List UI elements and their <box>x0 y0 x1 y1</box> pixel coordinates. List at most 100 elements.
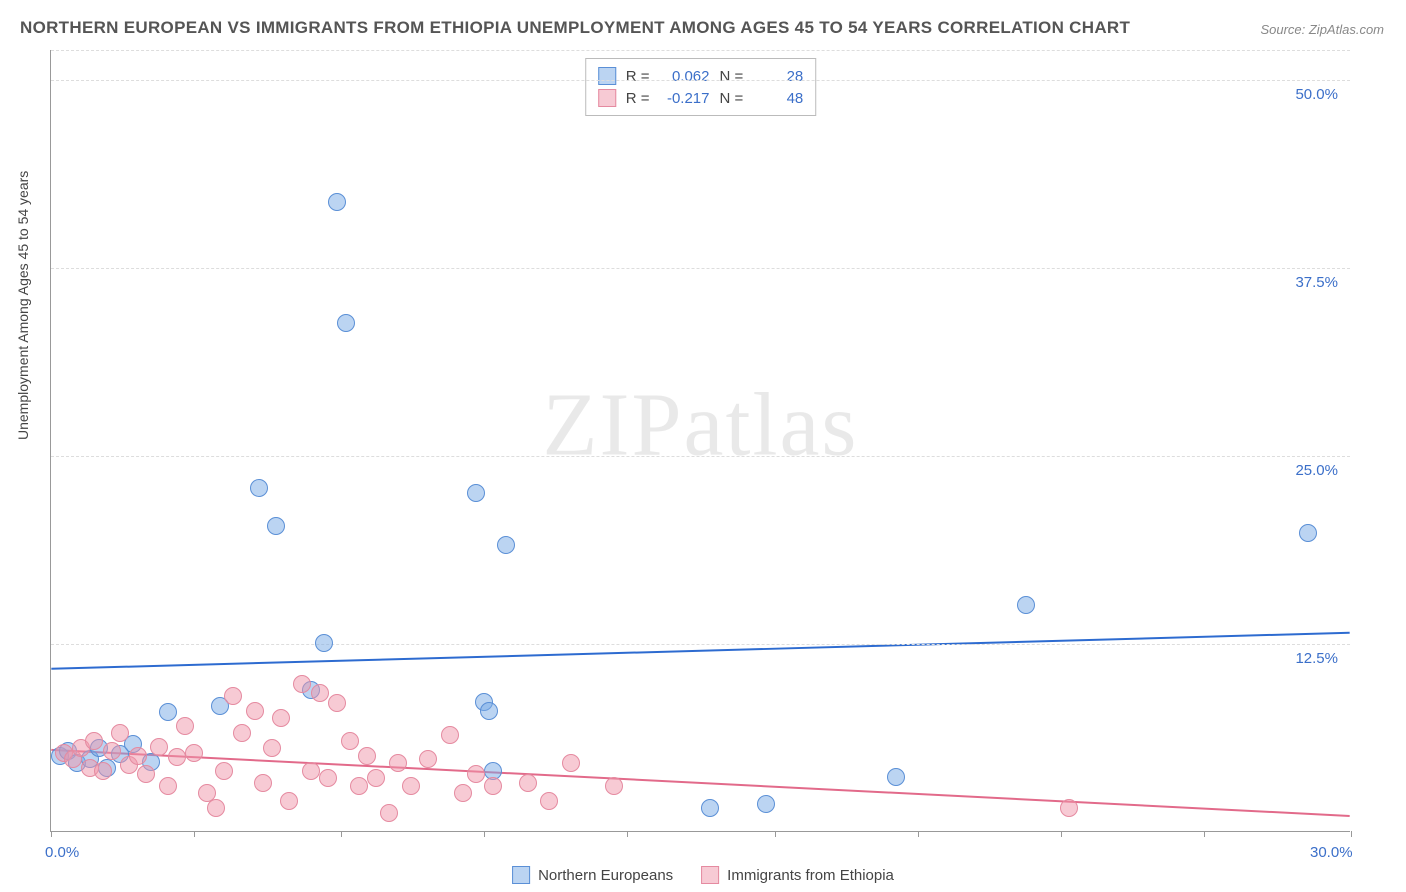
x-tick <box>484 831 485 837</box>
marker-series2 <box>328 694 346 712</box>
legend-label-series1: Northern Europeans <box>538 867 673 884</box>
marker-series1 <box>497 536 515 554</box>
footer-legend: Northern Europeans Immigrants from Ethio… <box>512 866 894 884</box>
gridline <box>51 268 1350 269</box>
marker-series2 <box>246 702 264 720</box>
y-tick-label: 12.5% <box>1295 650 1338 667</box>
marker-series1 <box>1299 524 1317 542</box>
legend-item-series1: Northern Europeans <box>512 866 673 884</box>
r-label: R = <box>626 68 650 85</box>
x-tick <box>775 831 776 837</box>
marker-series1 <box>267 517 285 535</box>
stats-box: R = 0.062 N = 28 R = -0.217 N = 48 <box>585 58 817 116</box>
marker-series2 <box>311 684 329 702</box>
gridline <box>51 644 1350 645</box>
marker-series2 <box>254 774 272 792</box>
marker-series2 <box>111 724 129 742</box>
legend-item-series2: Immigrants from Ethiopia <box>701 866 894 884</box>
marker-series2 <box>224 687 242 705</box>
x-tick <box>341 831 342 837</box>
marker-series1 <box>1017 596 1035 614</box>
marker-series2 <box>94 762 112 780</box>
marker-series2 <box>358 747 376 765</box>
marker-series2 <box>519 774 537 792</box>
marker-series1 <box>467 484 485 502</box>
trend-line <box>51 633 1349 669</box>
marker-series2 <box>540 792 558 810</box>
marker-series2 <box>150 738 168 756</box>
x-tick <box>1351 831 1352 837</box>
marker-series2 <box>380 804 398 822</box>
marker-series2 <box>402 777 420 795</box>
n-value-series1: 28 <box>753 68 803 85</box>
marker-series2 <box>85 732 103 750</box>
marker-series1 <box>315 634 333 652</box>
x-tick <box>918 831 919 837</box>
y-tick-label: 50.0% <box>1295 86 1338 103</box>
y-tick-label: 25.0% <box>1295 462 1338 479</box>
x-tick <box>1061 831 1062 837</box>
marker-series2 <box>159 777 177 795</box>
marker-series2 <box>168 748 186 766</box>
marker-series2 <box>129 747 147 765</box>
marker-series2 <box>467 765 485 783</box>
plot-area: ZIPatlas R = 0.062 N = 28 R = -0.217 N =… <box>50 50 1350 832</box>
x-tick <box>194 831 195 837</box>
marker-series2 <box>1060 799 1078 817</box>
marker-series1 <box>250 479 268 497</box>
legend-swatch-series1 <box>512 866 530 884</box>
marker-series2 <box>103 742 121 760</box>
marker-series2 <box>137 765 155 783</box>
legend-swatch-series2 <box>701 866 719 884</box>
y-axis-title: Unemployment Among Ages 45 to 54 years <box>15 171 31 440</box>
swatch-series1 <box>598 67 616 85</box>
chart-title: NORTHERN EUROPEAN VS IMMIGRANTS FROM ETH… <box>20 18 1130 38</box>
marker-series2 <box>280 792 298 810</box>
marker-series1 <box>328 193 346 211</box>
x-axis-start-label: 0.0% <box>45 844 79 861</box>
x-tick <box>1204 831 1205 837</box>
marker-series2 <box>441 726 459 744</box>
marker-series1 <box>757 795 775 813</box>
marker-series2 <box>263 739 281 757</box>
stats-row-series2: R = -0.217 N = 48 <box>598 87 804 109</box>
marker-series2 <box>272 709 290 727</box>
marker-series2 <box>215 762 233 780</box>
marker-series2 <box>389 754 407 772</box>
marker-series2 <box>367 769 385 787</box>
marker-series2 <box>233 724 251 742</box>
r-value-series2: -0.217 <box>660 90 710 107</box>
marker-series1 <box>159 703 177 721</box>
stats-row-series1: R = 0.062 N = 28 <box>598 65 804 87</box>
legend-label-series2: Immigrants from Ethiopia <box>727 867 894 884</box>
marker-series2 <box>185 744 203 762</box>
marker-series1 <box>480 702 498 720</box>
marker-series1 <box>337 314 355 332</box>
r-label: R = <box>626 90 650 107</box>
marker-series2 <box>350 777 368 795</box>
marker-series2 <box>302 762 320 780</box>
marker-series2 <box>341 732 359 750</box>
x-axis-end-label: 30.0% <box>1310 844 1353 861</box>
marker-series2 <box>419 750 437 768</box>
n-label: N = <box>720 68 744 85</box>
n-value-series2: 48 <box>753 90 803 107</box>
marker-series2 <box>454 784 472 802</box>
marker-series1 <box>887 768 905 786</box>
marker-series1 <box>701 799 719 817</box>
y-tick-label: 37.5% <box>1295 274 1338 291</box>
marker-series2 <box>484 777 502 795</box>
source-attribution: Source: ZipAtlas.com <box>1260 22 1384 37</box>
x-tick <box>627 831 628 837</box>
n-label: N = <box>720 90 744 107</box>
marker-series2 <box>176 717 194 735</box>
gridline <box>51 456 1350 457</box>
marker-series2 <box>319 769 337 787</box>
x-tick <box>51 831 52 837</box>
marker-series2 <box>562 754 580 772</box>
marker-series2 <box>605 777 623 795</box>
gridline <box>51 80 1350 81</box>
gridline <box>51 50 1350 51</box>
marker-series2 <box>293 675 311 693</box>
marker-series2 <box>207 799 225 817</box>
